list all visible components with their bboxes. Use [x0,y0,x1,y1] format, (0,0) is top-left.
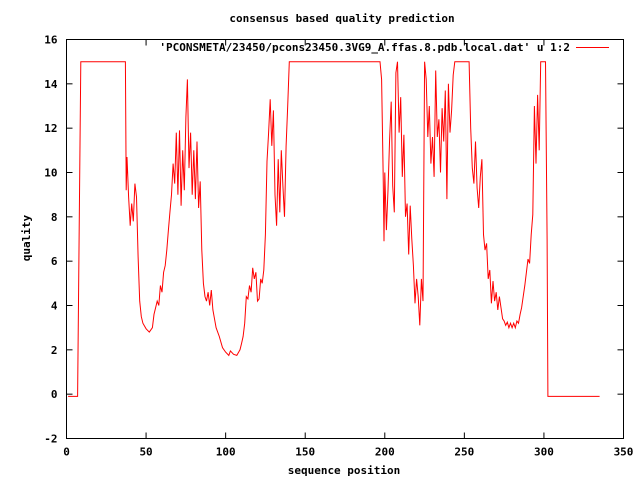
x-tick-label: 350 [614,446,634,459]
legend: 'PCONSMETA/23450/pcons23450.3VG9_A.ffas.… [159,41,609,54]
x-axis-label: sequence position [288,464,401,477]
x-tick-label: 150 [295,446,315,459]
y-axis-ticks: -2 0 2 4 6 8 10 12 14 16 [44,34,624,446]
x-tick-label: 250 [454,446,474,459]
y-tick-label: 2 [51,344,58,357]
plot-frame [66,39,624,439]
y-tick-label: 14 [44,78,58,91]
x-tick-label: 200 [375,446,395,459]
legend-label: 'PCONSMETA/23450/pcons23450.3VG9_A.ffas.… [159,41,570,54]
y-tick-label: -2 [44,433,57,446]
y-tick-label: 10 [44,167,57,180]
series-group [68,61,600,397]
chart-title: consensus based quality prediction [229,12,454,25]
x-tick-label: 300 [534,446,554,459]
y-axis-label: quality [20,214,33,261]
y-tick-label: 8 [51,211,58,224]
x-tick-label: 50 [139,446,152,459]
y-tick-label: 6 [51,255,58,268]
x-tick-label: 0 [63,446,70,459]
y-tick-label: 4 [51,300,58,313]
series-line [68,61,600,397]
y-tick-label: 12 [44,122,57,135]
x-tick-label: 100 [216,446,236,459]
x-axis-ticks: 0 50 100 150 200 250 300 350 [63,39,634,459]
y-tick-label: 16 [44,34,58,47]
y-tick-label: 0 [51,388,58,401]
